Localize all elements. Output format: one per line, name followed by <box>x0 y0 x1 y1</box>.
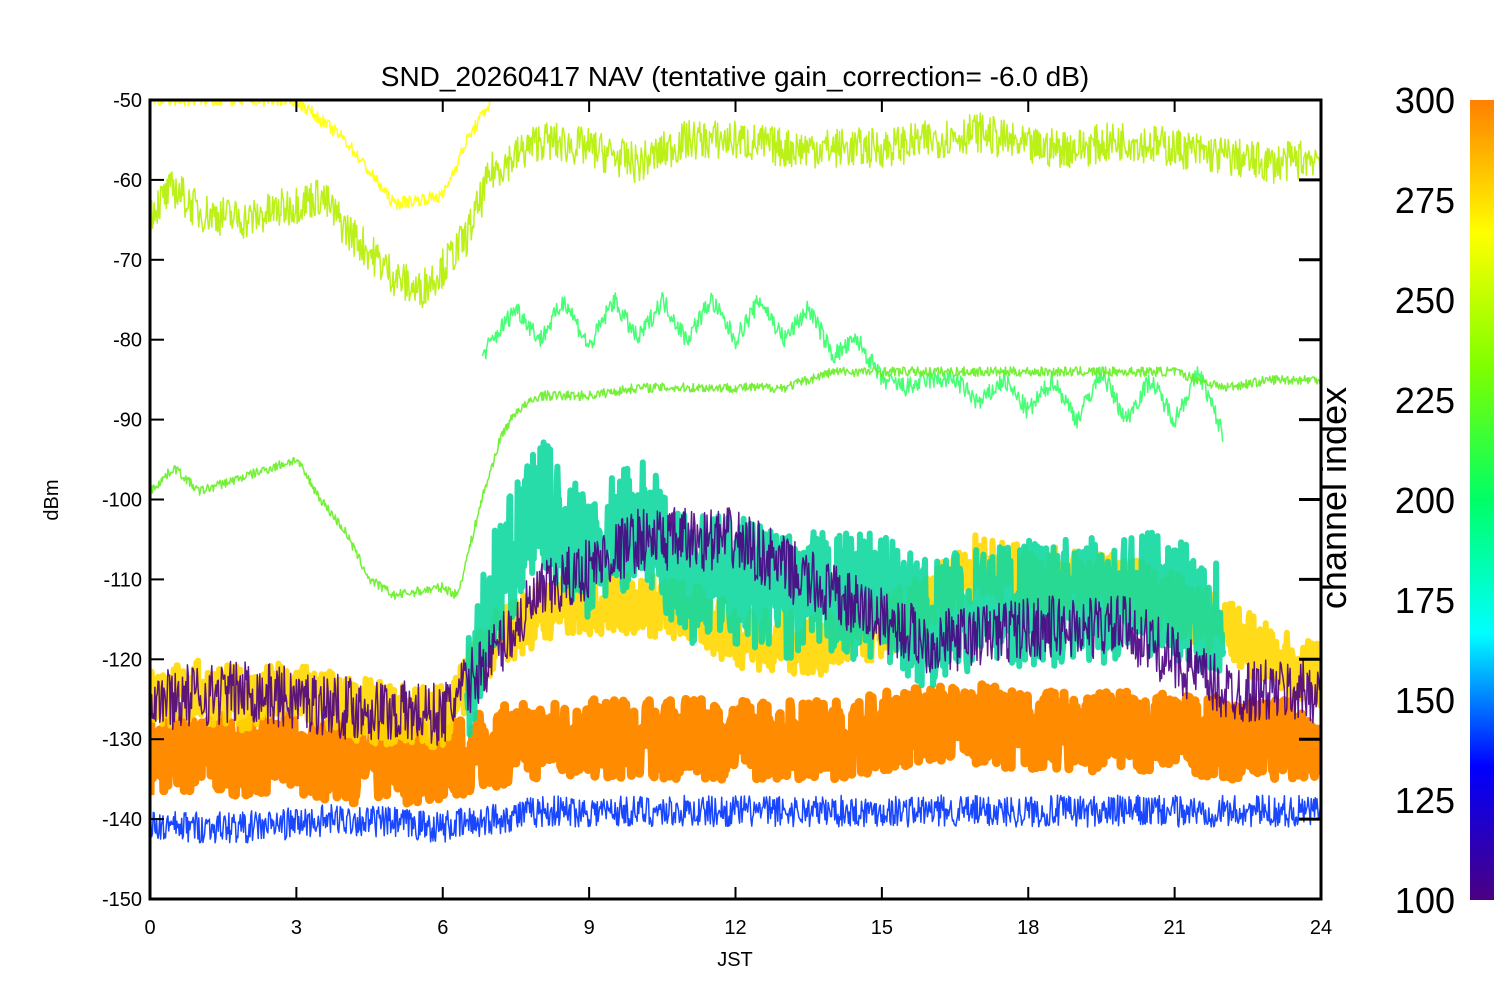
colorbar-tick-label-5: 175 <box>1395 580 1455 621</box>
colorbar-tick-label-3: 225 <box>1395 380 1455 421</box>
y-tick-label-7: -120 <box>102 649 142 671</box>
series-line-7 <box>150 507 1321 746</box>
y-tick-label-0: -50 <box>113 90 142 112</box>
colorbar-tick-label-7: 125 <box>1395 780 1455 821</box>
colorbar-tick-label-1: 275 <box>1395 180 1455 221</box>
colorbar-title: channel index <box>1313 387 1354 609</box>
series-line-0 <box>150 680 1321 808</box>
colorbar-tick-label-0: 300 <box>1395 80 1455 121</box>
x-axis-label: JST <box>717 949 753 971</box>
colorbar-tick-label-2: 250 <box>1395 280 1455 321</box>
x-tick-label-7: 21 <box>1164 917 1186 939</box>
x-axis: 0 3 6 9 12 15 18 21 24 <box>144 100 1332 939</box>
y-tick-label-9: -140 <box>102 809 142 831</box>
y-tick-label-5: -100 <box>102 490 142 512</box>
series-layer <box>150 100 1321 844</box>
colorbar-tick-label-8: 100 <box>1395 880 1455 921</box>
x-tick-label-4: 12 <box>724 917 746 939</box>
y-tick-label-1: -60 <box>113 170 142 192</box>
colorbar: 300 275 250 225 200 175 150 125 100 <box>1395 80 1494 921</box>
x-tick-label-8: 24 <box>1310 917 1332 939</box>
x-tick-label-1: 3 <box>291 917 302 939</box>
y-tick-label-2: -70 <box>113 250 142 272</box>
y-axis-label: dBm <box>41 479 63 520</box>
series-line-4 <box>481 291 1224 443</box>
x-tick-label-3: 9 <box>584 917 595 939</box>
colorbar-gradient <box>1470 100 1494 900</box>
chart-title: SND_20260417 NAV (tentative gain_correct… <box>381 61 1089 92</box>
y-tick-label-6: -110 <box>103 569 142 591</box>
series-line-5 <box>150 366 1321 601</box>
x-tick-label-0: 0 <box>144 917 155 939</box>
y-tick-label-4: -90 <box>113 410 142 432</box>
colorbar-tick-label-4: 200 <box>1395 480 1455 521</box>
series-line-8 <box>150 794 1321 844</box>
y-tick-label-10: -150 <box>102 889 142 911</box>
y-tick-label-8: -130 <box>102 729 142 751</box>
y-tick-label-3: -80 <box>113 330 142 352</box>
x-tick-label-5: 15 <box>871 917 893 939</box>
x-tick-label-2: 6 <box>437 917 448 939</box>
y-axis: -50 -60 -70 -80 -90 -100 -110 -120 -130 -140 -150 <box>102 90 1321 911</box>
x-tick-label-6: 18 <box>1017 917 1039 939</box>
series-line-2 <box>150 112 1321 309</box>
colorbar-tick-label-6: 150 <box>1395 680 1455 721</box>
series-line-3 <box>150 100 492 211</box>
